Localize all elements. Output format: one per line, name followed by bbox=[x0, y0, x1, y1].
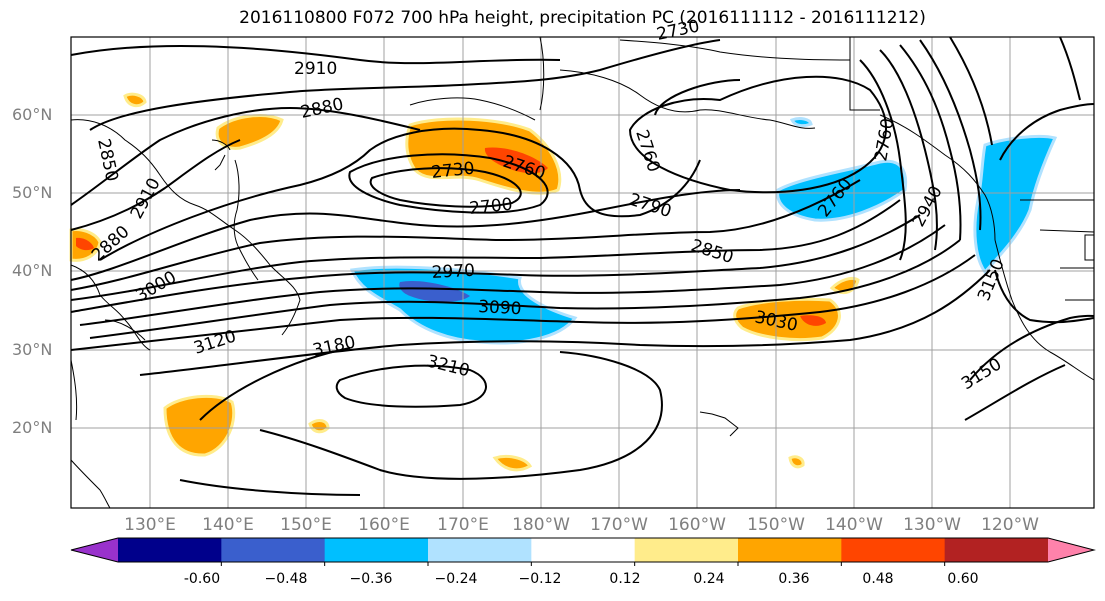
colorbar-extend-low bbox=[71, 538, 118, 562]
lon-label: 140°E bbox=[202, 515, 254, 535]
colorbar-tick-label: 0.48 bbox=[862, 571, 894, 587]
coastlines bbox=[70, 36, 1095, 509]
colorbar-segment bbox=[944, 538, 1049, 562]
colorbar-tick-label: −0.36 bbox=[349, 571, 393, 587]
lon-label: 180°W bbox=[512, 515, 570, 535]
lon-label: 130°W bbox=[903, 515, 961, 535]
lat-label: 30°N bbox=[12, 340, 53, 359]
contour-label: 3090 bbox=[478, 297, 522, 319]
precip-negative-region bbox=[789, 117, 813, 128]
colorbar-segment bbox=[118, 538, 222, 562]
contour-label: 2910 bbox=[294, 59, 337, 79]
contour-label: 2970 bbox=[431, 261, 475, 283]
lat-label: 40°N bbox=[12, 261, 53, 280]
lat-label: 60°N bbox=[12, 105, 53, 124]
colorbar-tick-label: -0.60 bbox=[183, 571, 221, 587]
precip-positive-region bbox=[215, 114, 284, 150]
contour-label: 2730 bbox=[430, 159, 475, 183]
lat-label: 20°N bbox=[12, 418, 53, 437]
colorbar-outline bbox=[70, 537, 1096, 563]
colorbar-tick-label: 0.24 bbox=[693, 571, 725, 587]
precip-strong-negative bbox=[399, 280, 470, 302]
lon-label: 140°W bbox=[825, 515, 883, 535]
precip-strong-positive bbox=[76, 237, 94, 251]
lon-label: 170°W bbox=[590, 515, 648, 535]
colorbar-segment bbox=[738, 538, 842, 562]
precip-strong-positive bbox=[484, 147, 548, 174]
colorbar-segment bbox=[221, 538, 326, 562]
contour-label: 2700 bbox=[468, 195, 513, 219]
precip-positive-region bbox=[163, 394, 236, 457]
colorbar-segment bbox=[428, 538, 532, 562]
lat-label: 50°N bbox=[12, 183, 53, 202]
lon-label: 170°E bbox=[437, 515, 489, 535]
colorbar-segment bbox=[634, 538, 739, 562]
colorbar bbox=[70, 537, 1096, 566]
lon-label: 160°E bbox=[358, 515, 410, 535]
colorbar-tick-label: −0.24 bbox=[434, 571, 478, 587]
colorbar-tick-label: 0.36 bbox=[778, 571, 810, 587]
colorbar-segment bbox=[841, 538, 946, 562]
colorbar-segment bbox=[324, 538, 429, 562]
precip-strong-positive bbox=[800, 315, 826, 326]
colorbar-tick-label: 0.60 bbox=[947, 571, 979, 587]
lon-label: 130°E bbox=[124, 515, 176, 535]
colorbar-tick-label: −0.48 bbox=[264, 571, 308, 587]
precip-positive-region bbox=[308, 419, 330, 434]
map-frame bbox=[70, 36, 1095, 509]
lon-label: 160°W bbox=[668, 515, 726, 535]
precip-positive-region bbox=[123, 92, 147, 108]
precip-positive-region bbox=[788, 455, 805, 469]
precip-positive-region bbox=[492, 454, 533, 472]
lon-label: 150°E bbox=[280, 515, 332, 535]
precip-positive-region bbox=[733, 297, 841, 341]
colorbar-extend-high bbox=[1048, 538, 1094, 562]
lon-label: 150°W bbox=[747, 515, 805, 535]
lon-label: 120°W bbox=[981, 515, 1039, 535]
colorbar-tick-label: −0.12 bbox=[518, 571, 562, 587]
height-contours bbox=[70, 36, 1095, 496]
colorbar-tick-label: 0.12 bbox=[609, 571, 641, 587]
map-title: 2016110800 F072 700 hPa height, precipit… bbox=[239, 8, 926, 28]
colorbar-segment bbox=[531, 538, 636, 562]
